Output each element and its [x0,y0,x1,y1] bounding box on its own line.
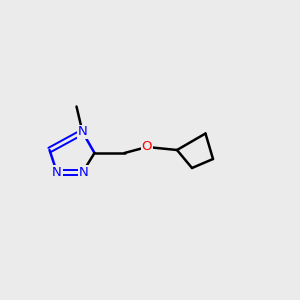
Text: N: N [78,125,87,139]
Text: N: N [79,166,89,179]
Text: N: N [52,166,62,179]
Text: O: O [142,140,152,154]
